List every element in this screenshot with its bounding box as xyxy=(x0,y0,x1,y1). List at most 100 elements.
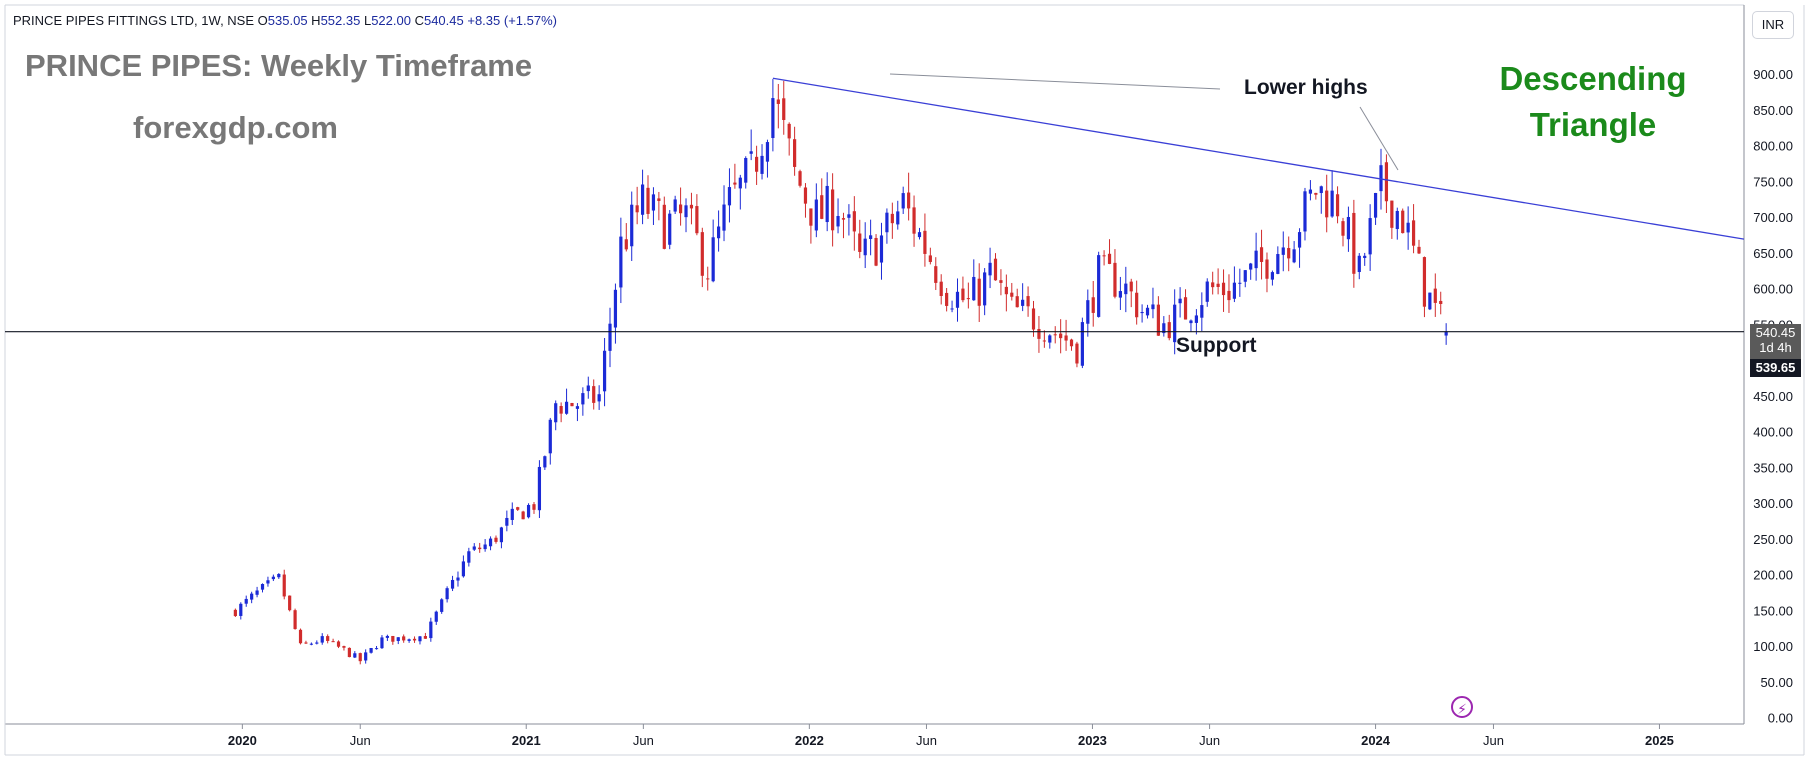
candle-body xyxy=(380,637,384,649)
candle-body xyxy=(955,291,960,308)
candle-body xyxy=(331,641,335,643)
candle-body xyxy=(1308,189,1313,194)
candle-body xyxy=(543,456,547,468)
pattern-label-line2: Triangle xyxy=(1529,106,1657,143)
candle-body xyxy=(1037,328,1041,339)
candle-body xyxy=(809,208,813,226)
candle-body xyxy=(1384,162,1389,202)
y-tick-label: 900.00 xyxy=(1753,67,1793,82)
close-label: C xyxy=(414,13,424,28)
candle-body xyxy=(526,504,531,518)
symbol-label[interactable]: PRINCE PIPES FITTINGS LTD, 1W, NSE xyxy=(13,13,255,28)
x-tick-label: 2021 xyxy=(512,733,541,748)
time-axis[interactable]: 2020 Jun 2021 Jun 2022 Jun 2023 Jun 2024 Jun 2025 xyxy=(228,724,1674,748)
candle-body xyxy=(1243,270,1247,282)
candle-body xyxy=(1373,192,1378,218)
lightning-icon[interactable]: ⚡ xyxy=(1451,696,1473,718)
candle-body xyxy=(358,653,362,662)
currency-button[interactable]: INR xyxy=(1752,11,1794,39)
x-tick-label: Jun xyxy=(1199,733,1220,748)
candle-body xyxy=(879,235,884,263)
candle-body xyxy=(1428,292,1432,310)
candle-body xyxy=(619,236,623,288)
candle-body xyxy=(347,647,351,658)
candle-body xyxy=(1004,286,1008,295)
x-tick-label: Jun xyxy=(916,733,937,748)
candle-body xyxy=(1227,290,1231,301)
candle-body xyxy=(548,419,552,454)
candle-body xyxy=(1080,322,1084,366)
candle-body xyxy=(1265,259,1269,279)
candle-body xyxy=(1075,343,1079,364)
candle-body xyxy=(418,636,422,642)
candle-body xyxy=(939,281,943,296)
candle-body xyxy=(282,574,286,597)
change-value: +8.35 (+1.57%) xyxy=(467,13,557,28)
candle-body xyxy=(1211,282,1215,288)
candle-body xyxy=(1102,255,1106,257)
candle-body xyxy=(353,653,357,658)
candle-body xyxy=(1194,315,1198,323)
candle-body xyxy=(983,272,987,306)
y-tick-label: 50.00 xyxy=(1760,675,1793,690)
candle-body xyxy=(1287,248,1291,259)
candle-body xyxy=(917,232,922,238)
low-value: 522.00 xyxy=(371,13,411,28)
close-value: 540.45 xyxy=(423,13,464,28)
y-tick-label: 750.00 xyxy=(1753,174,1793,189)
crosshair-price-tag: 539.65 xyxy=(1750,359,1801,377)
candle-body xyxy=(999,280,1003,283)
y-tick-label: 400.00 xyxy=(1753,425,1793,440)
y-tick-label: 600.00 xyxy=(1753,282,1793,297)
candle-body xyxy=(1091,297,1095,313)
candle-body xyxy=(244,598,248,604)
candle-body xyxy=(1059,333,1063,339)
candle-body xyxy=(478,547,482,550)
pattern-label: Descending Triangle xyxy=(1488,56,1698,148)
candle-body xyxy=(271,576,275,580)
y-tick-label: 650.00 xyxy=(1753,246,1793,261)
x-tick-label: Jun xyxy=(350,733,371,748)
candle-body xyxy=(570,402,574,407)
candle-body xyxy=(825,185,829,223)
candle-body xyxy=(1200,305,1204,318)
candle-body xyxy=(923,230,927,254)
price-axis[interactable]: 0.00 50.00 100.00 150.00 200.00 250.00 300.00 3… xyxy=(1753,67,1793,725)
candle-body xyxy=(1118,291,1122,298)
y-tick-label: 200.00 xyxy=(1753,568,1793,583)
candle-body xyxy=(396,637,400,641)
candle-body xyxy=(608,323,612,351)
candle-body xyxy=(651,194,656,211)
candle-body xyxy=(250,593,254,600)
candle-body xyxy=(798,171,802,186)
x-tick-label: Jun xyxy=(633,733,654,748)
candle-body xyxy=(1352,212,1356,274)
y-tick-label: 150.00 xyxy=(1753,603,1793,618)
candle-body xyxy=(288,595,292,611)
candle-body xyxy=(1189,320,1193,324)
candle-body xyxy=(1363,255,1367,258)
y-tick-label: 100.00 xyxy=(1753,639,1793,654)
candle-body xyxy=(412,638,417,641)
candle-body xyxy=(494,537,498,542)
candle-body xyxy=(901,193,905,209)
candle-body xyxy=(1151,304,1155,310)
candle-body xyxy=(1281,247,1285,255)
candle-body xyxy=(869,235,873,239)
candle-body xyxy=(304,642,308,644)
candle-body xyxy=(1401,210,1405,234)
candle-body xyxy=(896,211,900,225)
candle-body xyxy=(695,206,699,234)
candle-body xyxy=(472,546,476,550)
descending-trendline xyxy=(772,77,1745,240)
candle-body xyxy=(1346,216,1351,240)
y-tick-label: 250.00 xyxy=(1753,532,1793,547)
candle-body xyxy=(1335,194,1340,217)
candle-body xyxy=(972,276,976,301)
candle-body xyxy=(402,636,406,641)
candle-body xyxy=(993,258,998,281)
candle-body xyxy=(1135,292,1139,318)
candle-body xyxy=(1395,210,1399,230)
candle-body xyxy=(239,603,243,616)
